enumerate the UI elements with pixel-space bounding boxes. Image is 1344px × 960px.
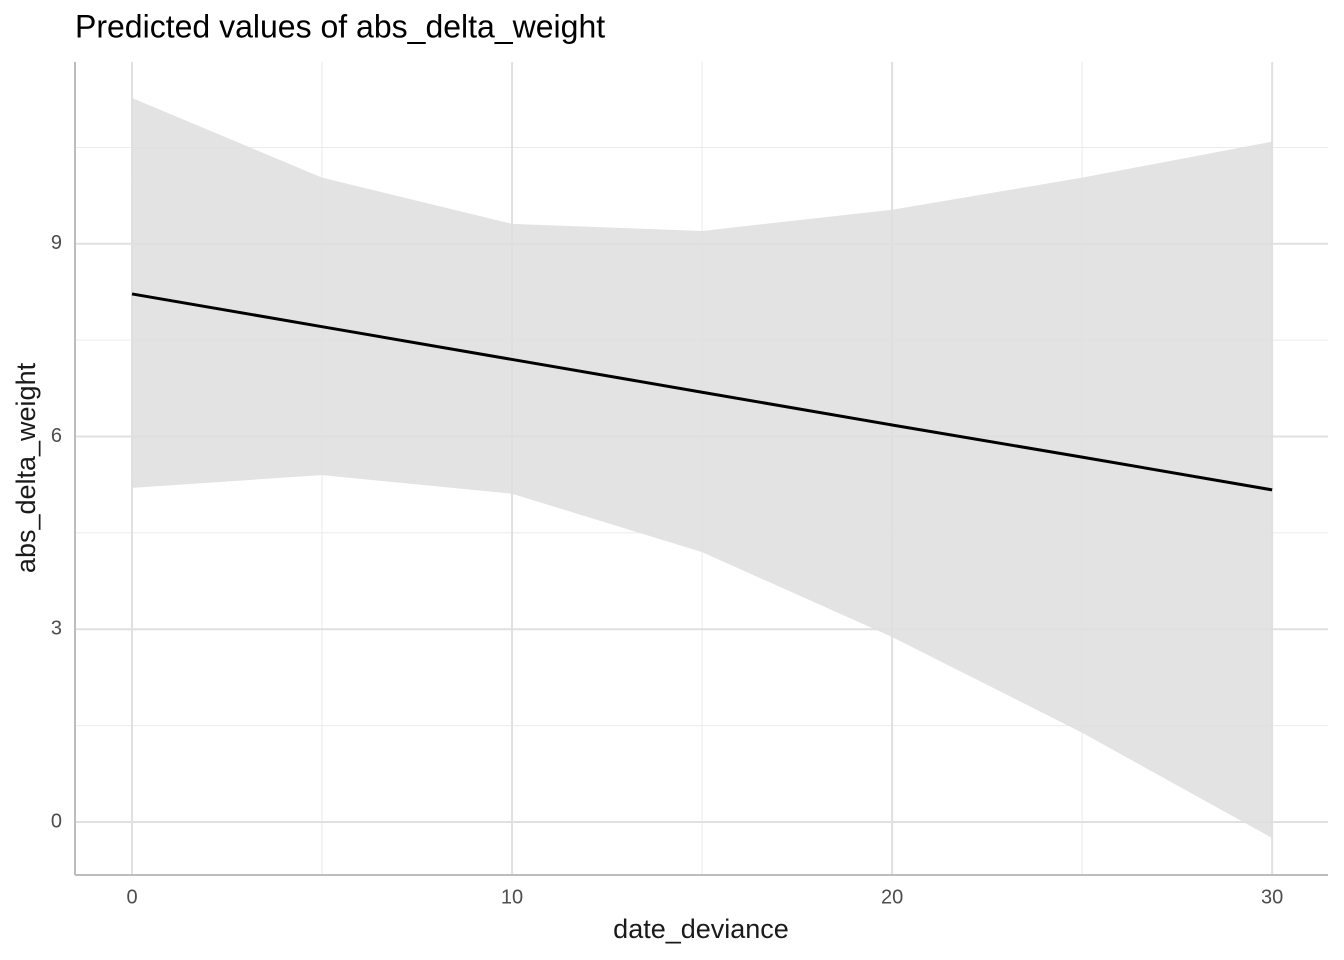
confidence-band	[132, 97, 1273, 839]
chart-title: Predicted values of abs_delta_weight	[75, 8, 605, 44]
y-tick-label: 3	[51, 618, 62, 640]
x-tick-label: 30	[1261, 886, 1283, 908]
x-axis-title: date_deviance	[613, 914, 789, 944]
y-tick-label: 6	[51, 425, 62, 447]
x-tick-label: 20	[881, 886, 903, 908]
prediction-line	[131, 292, 1273, 492]
y-tick-label: 9	[51, 232, 62, 254]
x-tick-label: 10	[501, 886, 523, 908]
y-axis-title: abs_delta_weight	[11, 362, 41, 573]
y-tick-label: 0	[51, 810, 62, 832]
x-tick-label: 0	[126, 886, 137, 908]
